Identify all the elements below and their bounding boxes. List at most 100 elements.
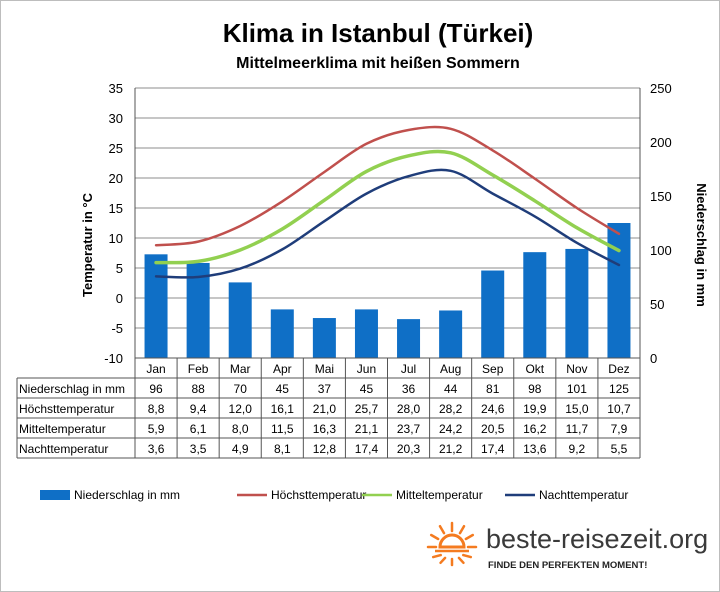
precipitation-bar: [144, 254, 168, 358]
table-cell: 7,9: [611, 422, 628, 436]
y-left-axis-title: Temperatur in °C: [80, 192, 95, 297]
precipitation-bar: [607, 223, 631, 358]
table-cell: 5,5: [611, 442, 628, 456]
table-cell: 15,0: [565, 402, 589, 416]
table-cell: 3,6: [148, 442, 165, 456]
table-cell: 45: [276, 382, 290, 396]
table-cell: 21,1: [355, 422, 379, 436]
table-cell: 20,3: [397, 442, 421, 456]
sun-ray: [429, 533, 440, 541]
table-cell: 98: [528, 382, 542, 396]
table-cell: 9,4: [190, 402, 207, 416]
precipitation-bar: [312, 318, 336, 358]
y-left-tick-label: 5: [116, 261, 123, 276]
table-cell: 17,4: [481, 442, 505, 456]
x-tick-label: Okt: [525, 362, 544, 376]
legend-label: Nachttemperatur: [539, 488, 628, 502]
table-cell: 21,2: [439, 442, 463, 456]
table-cell: 17,4: [355, 442, 379, 456]
sun-ray: [462, 553, 473, 559]
table-cell: 19,9: [523, 402, 547, 416]
y-left-tick-label: 35: [109, 81, 123, 96]
table-row-label: Höchsttemperatur: [19, 402, 114, 416]
y-left-tick-label: 10: [109, 231, 123, 246]
sun-disc: [438, 533, 466, 549]
table-cell: 9,2: [569, 442, 586, 456]
table-cell: 28,0: [397, 402, 421, 416]
table-cell: 8,8: [148, 402, 165, 416]
sun-ray: [457, 556, 465, 565]
y-right-tick-label: 150: [650, 189, 672, 204]
y-left-tick-label: 30: [109, 111, 123, 126]
precipitation-bar: [481, 270, 505, 358]
x-tick-label: Nov: [566, 362, 587, 376]
y-left-tick-label: -10: [104, 351, 123, 366]
gridlines: [135, 87, 640, 359]
table-cell: 10,7: [607, 402, 631, 416]
temperature-line: [154, 149, 621, 265]
legend-label: Mitteltemperatur: [396, 488, 483, 502]
table-cell: 23,7: [397, 422, 421, 436]
table-cell: 16,2: [523, 422, 547, 436]
table-cell: 28,2: [439, 402, 463, 416]
y-right-tick-label: 250: [650, 81, 672, 96]
precipitation-bar: [397, 319, 421, 358]
chart-title: Klima in Istanbul (Türkei): [223, 18, 534, 48]
sun-ray: [464, 533, 475, 541]
table-cell: 44: [444, 382, 458, 396]
brand-name: beste-reisezeit.org: [486, 524, 708, 554]
table-cell: 8,0: [232, 422, 249, 436]
x-tick-label: Sep: [482, 362, 504, 376]
table-row-label: Niederschlag in mm: [19, 382, 125, 396]
table-cell: 81: [486, 382, 500, 396]
x-tick-label: Mai: [315, 362, 334, 376]
y-right-tick-label: 100: [650, 243, 672, 258]
legend-label: Niederschlag in mm: [74, 488, 180, 502]
table-cell: 11,5: [271, 422, 294, 436]
chart-subtitle: Mittelmeerklima mit heißen Sommern: [236, 55, 520, 72]
table-cell: 25,7: [355, 402, 379, 416]
table-cell: 70: [234, 382, 248, 396]
y-left-tick-label: 15: [109, 201, 123, 216]
y-left-tick-label: 25: [109, 141, 123, 156]
data-table: Jan Feb Mar Apr Mai Jun Jul Aug Sep Okt Nov Dez Nied…: [16, 357, 641, 459]
table-cell: 21,0: [313, 402, 337, 416]
x-tick-label: Jan: [146, 362, 165, 376]
x-tick-label: Feb: [188, 362, 209, 376]
table-cell: 125: [609, 382, 629, 396]
legend-swatch: [40, 490, 70, 500]
table-cell: 24,2: [439, 422, 463, 436]
table-cell: 5,9: [148, 422, 165, 436]
precipitation-bar: [270, 309, 294, 358]
y-right-tick-label: 200: [650, 135, 672, 150]
table-cell: 24,6: [481, 402, 505, 416]
precipitation-bar: [354, 309, 378, 358]
precipitation-bar: [565, 248, 589, 358]
table-cell: 13,6: [523, 442, 547, 456]
x-tick-label: Dez: [608, 362, 629, 376]
x-tick-label: Jun: [357, 362, 376, 376]
temperature-line: [154, 125, 621, 247]
table-cell: 37: [318, 382, 332, 396]
legend: Niederschlag in mm Höchsttemperatur Mittel…: [40, 488, 628, 502]
table-cell: 45: [360, 382, 374, 396]
precipitation-bar: [186, 262, 210, 358]
legend-label: Höchsttemperatur: [271, 488, 366, 502]
x-tick-label: Mar: [230, 362, 251, 376]
table-cell: 96: [149, 382, 163, 396]
table-cell: 4,9: [232, 442, 249, 456]
precipitation-bar: [439, 310, 463, 358]
temperature-line: [154, 168, 621, 279]
y-left-tick-label: 20: [109, 171, 123, 186]
table-cell: 88: [191, 382, 205, 396]
table-cell: 20,5: [481, 422, 505, 436]
table-cell: 11,7: [566, 422, 589, 436]
sun-ray: [431, 553, 442, 559]
table-cell: 12,0: [229, 402, 253, 416]
table-cell: 36: [402, 382, 416, 396]
table-cell: 3,5: [190, 442, 207, 456]
brand-slogan: FINDE DEN PERFEKTEN MOMENT!: [488, 560, 647, 571]
table-row-label: Nachttemperatur: [19, 442, 108, 456]
table-cell: 12,8: [313, 442, 337, 456]
